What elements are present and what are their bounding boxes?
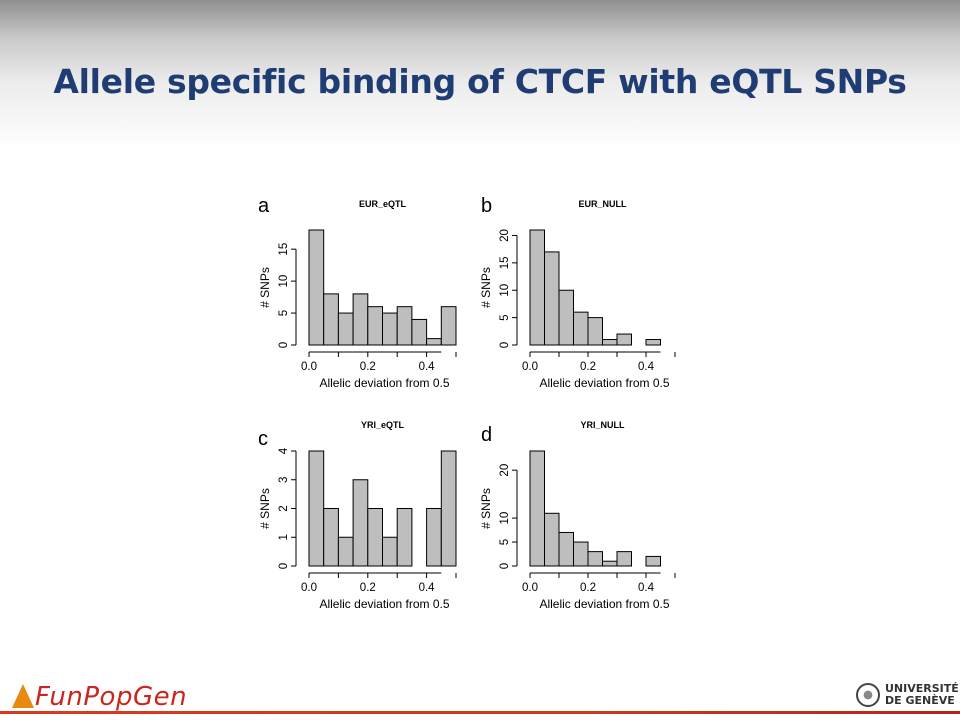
- panel-d-x-tick-label: 0.2: [580, 582, 596, 594]
- panel-c-y-tick-label: 0: [278, 563, 290, 569]
- unige-logo-line2: DE GENÈVE: [885, 694, 955, 707]
- panel-c-label: c: [258, 428, 268, 450]
- panel-a-x-tick-label: 0.2: [360, 361, 376, 373]
- unige-logo-line1: UNIVERSITÉ: [885, 682, 959, 695]
- panel-d-x-tick-label: 0.4: [638, 582, 655, 594]
- panel-b-x-tick-label: 0.0: [522, 361, 538, 373]
- panel-d-y-tick-label: 0: [499, 563, 511, 569]
- panel-a-bar: [411, 318, 428, 346]
- panel-b-x-axis-label: Allelic deviation from 0.5: [539, 376, 669, 390]
- panel-b-label: b: [481, 195, 492, 217]
- panel-c-bar: [426, 508, 442, 567]
- slide-title: Allele specific binding of CTCF with eQT…: [53, 62, 907, 101]
- panel-b-y-tick-label: 20: [499, 229, 511, 242]
- panel-b-y-tick-label: 5: [499, 314, 511, 320]
- panel-d-bar: [645, 555, 661, 567]
- panel-c-x-tick-label: 0.2: [360, 582, 376, 594]
- funpopgen-logo-text: FunPopGen: [35, 682, 188, 712]
- unige-logo: UNIVERSITÉ DE GENÈVE: [856, 680, 959, 710]
- panel-d-title: YRI_NULL: [580, 420, 625, 430]
- panel-c-bar: [308, 450, 325, 567]
- panel-d-bar: [602, 560, 618, 567]
- title-background: [0, 0, 960, 150]
- panel-a-bar: [367, 306, 383, 346]
- panel-a-y-tick-label: 10: [278, 275, 290, 288]
- panel-c-bar: [382, 536, 398, 567]
- panel-b-x-tick-label: 0.4: [638, 361, 655, 373]
- panel-c-title: YRI_eQTL: [361, 420, 405, 430]
- panel-a-bar: [440, 306, 457, 346]
- panel-c-x-axis-label: Allelic deviation from 0.5: [319, 597, 449, 611]
- panel-a-bar: [352, 293, 369, 346]
- funpopgen-logo: FunPopGen: [12, 676, 187, 712]
- panel-b-y-tick-label: 0: [499, 342, 511, 348]
- panel-c-x-tick-label: 0.4: [419, 582, 436, 594]
- panel-a-y-tick-label: 0: [278, 342, 290, 348]
- panel-a-bar: [323, 293, 339, 346]
- panel-a-y-tick-label: 15: [278, 243, 290, 256]
- panel-c-bar: [337, 536, 354, 567]
- panel-b-bar: [529, 229, 545, 346]
- panel-d-y-axis-label: # SNPs: [479, 488, 493, 529]
- panel-b-title: EUR_NULL: [578, 199, 627, 209]
- panel-d-y-tick-label: 5: [499, 539, 511, 545]
- panel-b-bar: [602, 339, 618, 346]
- panel-b-bar: [645, 339, 661, 346]
- panel-d-label: d: [481, 424, 492, 446]
- unige-logo-text: UNIVERSITÉ DE GENÈVE: [885, 683, 959, 707]
- panel-c-bar: [352, 479, 369, 567]
- panel-c-y-axis-label: # SNPs: [258, 488, 272, 529]
- panel-b-y-tick-label: 15: [499, 256, 511, 269]
- panel-c-y-tick-label: 1: [278, 534, 290, 540]
- panel-d-bar: [616, 551, 632, 567]
- panel-a-bar: [308, 229, 325, 346]
- panel-d-y-tick-label: 10: [499, 512, 511, 525]
- panel-a-bar: [426, 338, 442, 346]
- panel-a-y-axis-label: # SNPs: [258, 267, 272, 308]
- panel-c-y-tick-label: 2: [278, 505, 290, 511]
- panel-d-y-tick-label: 20: [499, 464, 511, 477]
- panel-c-x-tick-label: 0.0: [301, 582, 317, 594]
- panel-a-label: a: [258, 195, 270, 217]
- panel-a-x-tick-label: 0.4: [419, 361, 436, 373]
- panel-c-bar: [323, 508, 339, 567]
- panel-d-bar: [558, 531, 574, 567]
- panel-b-bar: [616, 333, 632, 346]
- panel-b-y-axis-label: # SNPs: [479, 267, 493, 308]
- panel-a-title: EUR_eQTL: [359, 199, 407, 209]
- panel-d-bar: [529, 450, 545, 567]
- funpopgen-logo-icon: [12, 684, 34, 708]
- panel-d-bar: [544, 512, 560, 567]
- panel-c-y-tick-label: 4: [278, 447, 290, 454]
- panel-d-bar: [587, 551, 603, 567]
- panel-c-y-tick-label: 3: [278, 477, 290, 483]
- footer-rule: [0, 711, 960, 714]
- panel-c-bar: [440, 450, 457, 567]
- panel-b-bar: [544, 251, 560, 346]
- panel-c-bar: [396, 508, 413, 567]
- panel-d-x-axis-label: Allelic deviation from 0.5: [539, 597, 669, 611]
- panel-a-bar: [382, 312, 398, 346]
- panel-b-bar: [573, 311, 589, 346]
- panel-a-bar: [337, 312, 354, 346]
- panel-a-bar: [396, 306, 413, 346]
- panel-d-x-tick-label: 0.0: [522, 582, 538, 594]
- panel-b-x-tick-label: 0.2: [580, 361, 596, 373]
- panel-c-bar: [367, 508, 383, 567]
- unige-seal-icon: [856, 683, 880, 707]
- panel-a-x-axis-label: Allelic deviation from 0.5: [319, 376, 449, 390]
- panel-b-bar: [587, 317, 603, 346]
- panel-a-x-tick-label: 0.0: [301, 361, 317, 373]
- panel-b-bar: [558, 289, 574, 346]
- panel-b-y-tick-label: 10: [499, 284, 511, 297]
- panel-d-bar: [573, 541, 589, 567]
- panel-a-y-tick-label: 5: [278, 310, 290, 316]
